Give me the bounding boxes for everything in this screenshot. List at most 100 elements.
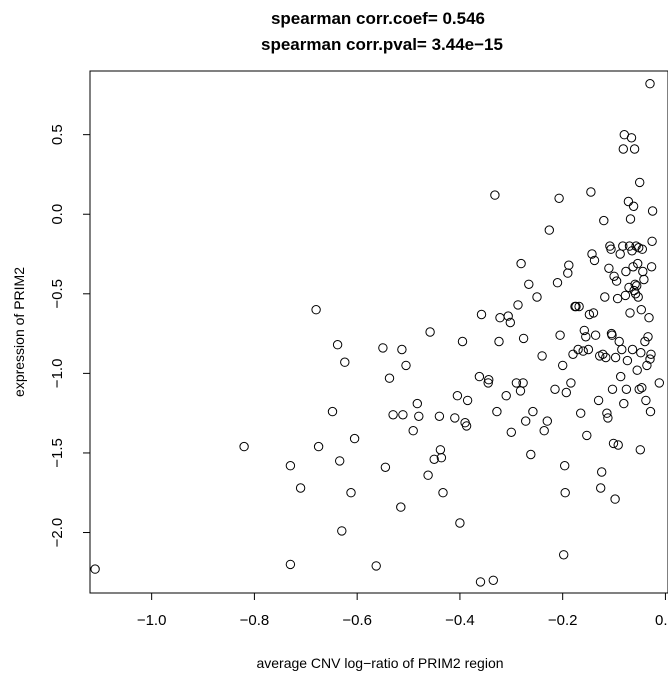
chart-title-line-1: spearman corr.coef= 0.546 (271, 9, 485, 28)
data-point (495, 313, 505, 323)
data-point (636, 348, 646, 358)
data-point (638, 266, 648, 277)
data-point (414, 411, 424, 421)
data-point (618, 241, 628, 251)
data-point (616, 371, 626, 382)
y-tick-label: 0.0 (49, 204, 66, 225)
data-point (608, 438, 619, 449)
data-point (462, 395, 473, 406)
data-point (494, 336, 504, 347)
data-point (588, 308, 599, 318)
data-point (490, 190, 500, 200)
data-point (579, 325, 589, 336)
data-point (313, 441, 324, 452)
data-point (576, 408, 586, 418)
data-point (593, 395, 604, 406)
data-point (450, 413, 460, 423)
y-tick-label: −0.5 (49, 279, 66, 309)
y-axis-title: expression of PRIM2 (11, 267, 27, 397)
data-point (434, 411, 445, 421)
data-point (639, 274, 649, 285)
data-point (511, 378, 522, 388)
data-point (559, 550, 569, 560)
data-point (452, 391, 463, 401)
data-point (628, 262, 638, 272)
x-tick-label: −0.8 (240, 612, 270, 629)
data-point (589, 255, 600, 266)
x-tick-label: −0.6 (342, 612, 372, 629)
data-point (612, 293, 623, 304)
data-point (584, 309, 595, 320)
data-point (632, 365, 642, 375)
data-point (614, 336, 624, 347)
data-point (606, 244, 616, 254)
data-point (610, 494, 620, 504)
data-point (582, 430, 592, 441)
y-tick-label: −1.5 (49, 438, 66, 468)
data-point (607, 384, 618, 394)
data-point (637, 244, 647, 254)
data-point (620, 290, 631, 301)
data-point (484, 375, 494, 385)
data-point (542, 416, 552, 426)
data-point (578, 346, 588, 356)
data-point (436, 453, 447, 463)
y-tick-label: 0.5 (49, 124, 66, 145)
data-point (611, 276, 622, 286)
data-point (457, 336, 468, 347)
data-point (645, 354, 655, 364)
data-point (506, 427, 516, 437)
data-point (555, 330, 565, 340)
data-point (568, 349, 578, 359)
data-point (554, 193, 564, 204)
data-point (643, 332, 653, 342)
data-point (636, 305, 646, 315)
data-point (626, 133, 637, 143)
data-point (607, 330, 617, 340)
data-point (461, 421, 472, 431)
data-point (623, 196, 634, 207)
y-axis: −2.0 −1.5 −1.0 −0.5 0.0 0.5 (49, 124, 91, 547)
data-point (635, 445, 645, 455)
plot-frame (89, 70, 668, 594)
data-point (621, 266, 631, 277)
data-point (560, 488, 570, 498)
data-point (630, 279, 640, 289)
data-point (349, 433, 360, 444)
data-point (625, 214, 636, 224)
data-point (524, 279, 534, 289)
data-point (645, 79, 655, 89)
data-point (537, 351, 547, 361)
data-point (515, 386, 526, 396)
data-point (513, 300, 523, 310)
data-point (615, 249, 625, 259)
data-point (408, 426, 418, 436)
data-point (598, 349, 608, 359)
data-point (429, 454, 439, 464)
data-point (492, 406, 502, 417)
data-point (518, 378, 528, 388)
data-point (622, 355, 633, 366)
data-point (539, 426, 549, 436)
data-point (503, 311, 513, 321)
data-point (624, 241, 635, 251)
chart-title-line-2: spearman corr.pval= 3.44e−15 (261, 35, 503, 54)
data-point (425, 327, 435, 337)
data-point (505, 317, 515, 328)
data-point (566, 378, 576, 388)
data-point (621, 384, 632, 394)
data-point (627, 344, 638, 355)
y-tick-label: −1.0 (49, 359, 66, 389)
data-point (455, 518, 465, 528)
data-point (587, 249, 597, 259)
data-point (337, 526, 347, 536)
data-point (564, 260, 574, 270)
x-tick-label: −1.0 (137, 612, 167, 629)
data-point (581, 332, 591, 342)
data-point (604, 263, 614, 273)
data-point (239, 441, 249, 452)
data-point (633, 292, 643, 302)
data-point (378, 343, 388, 353)
data-point (396, 502, 406, 512)
